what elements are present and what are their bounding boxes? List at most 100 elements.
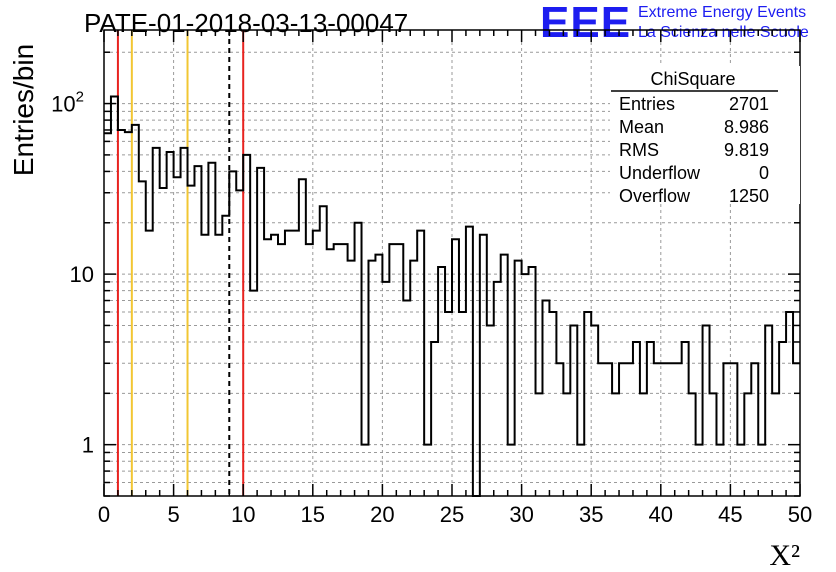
histogram-bin bbox=[480, 235, 487, 496]
x-tick-label: 35 bbox=[579, 502, 603, 527]
histogram-bin bbox=[229, 171, 236, 496]
histogram-bin bbox=[765, 325, 772, 496]
stats-box: ChiSquare Entries 2701 Mean 8.986 RMS 9.… bbox=[610, 66, 800, 206]
histogram-bin bbox=[271, 235, 278, 496]
histogram-bin bbox=[640, 393, 647, 496]
histogram-bin bbox=[619, 363, 626, 496]
histogram-bin bbox=[501, 255, 508, 496]
histogram-bin bbox=[264, 239, 271, 496]
stats-value-mean: 8.986 bbox=[724, 117, 769, 137]
x-tick-label: 30 bbox=[509, 502, 533, 527]
x-tick-label: 40 bbox=[649, 502, 673, 527]
histogram-bin bbox=[452, 239, 459, 496]
x-tick-label: 25 bbox=[440, 502, 464, 527]
histogram-bin bbox=[549, 312, 556, 496]
histogram-bin bbox=[522, 274, 529, 496]
histogram-bin bbox=[779, 342, 786, 496]
histogram-bin bbox=[445, 312, 452, 496]
histogram-bin bbox=[598, 363, 605, 496]
logo-line-2: La Scienza nelle Scuole bbox=[638, 24, 809, 41]
stats-label-overflow: Overflow bbox=[619, 186, 691, 206]
histogram-bin bbox=[243, 155, 250, 496]
histogram-bin bbox=[118, 130, 125, 496]
histogram-bin bbox=[104, 133, 111, 496]
histogram-bin bbox=[285, 231, 292, 496]
x-tick-label: 45 bbox=[718, 502, 742, 527]
histogram-bin bbox=[417, 231, 424, 496]
histogram-layer bbox=[104, 95, 800, 497]
histogram-bin bbox=[633, 342, 640, 496]
histogram-bin bbox=[459, 312, 466, 496]
stats-value-entries: 2701 bbox=[729, 94, 769, 114]
y-axis-label: Entries/bin bbox=[8, 44, 39, 176]
histogram-bin bbox=[160, 188, 167, 496]
histogram-bin bbox=[208, 163, 215, 496]
histogram-bin bbox=[174, 177, 181, 496]
x-tick-label: 10 bbox=[231, 502, 255, 527]
histogram-bin bbox=[194, 166, 201, 496]
histogram-bin bbox=[612, 393, 619, 496]
histogram-bin bbox=[723, 363, 730, 496]
histogram-bin bbox=[355, 223, 362, 496]
histogram-bin bbox=[153, 148, 160, 496]
stats-title: ChiSquare bbox=[650, 69, 735, 89]
histogram-line bbox=[104, 95, 800, 497]
stats-value-overflow: 1250 bbox=[729, 186, 769, 206]
histogram-bin bbox=[320, 206, 327, 496]
histogram-bin bbox=[570, 325, 577, 496]
histogram-bin bbox=[181, 148, 188, 496]
logo-line-1: Extreme Energy Events bbox=[638, 4, 807, 21]
y-tick-label: 1 bbox=[82, 433, 94, 458]
histogram-bin bbox=[306, 244, 313, 496]
histogram-bin bbox=[215, 235, 222, 496]
histogram-bin bbox=[257, 168, 264, 496]
histogram-bin bbox=[515, 261, 522, 496]
histogram-bin bbox=[299, 179, 306, 496]
eee-logo: EEE Extreme Energy Events La Scienza nel… bbox=[540, 0, 830, 48]
histogram-bin bbox=[758, 445, 765, 496]
histogram-bin bbox=[431, 342, 438, 496]
x-tick-label: 0 bbox=[98, 502, 110, 527]
histogram-bin bbox=[111, 97, 118, 496]
histogram-bin bbox=[292, 231, 299, 496]
y-tick-label: 10 bbox=[70, 262, 94, 287]
histogram-bin bbox=[132, 125, 139, 496]
histogram-bin bbox=[626, 363, 633, 496]
histogram-bin bbox=[675, 363, 682, 496]
histogram-bin bbox=[730, 363, 737, 496]
stats-label-entries: Entries bbox=[619, 94, 675, 114]
histogram-bin bbox=[188, 186, 195, 496]
stats-label-mean: Mean bbox=[619, 117, 664, 137]
histogram-bin bbox=[716, 445, 723, 496]
histogram-bin bbox=[654, 363, 661, 496]
histogram-bin bbox=[689, 393, 696, 496]
stats-label-rms: RMS bbox=[619, 140, 659, 160]
histogram-bin bbox=[201, 235, 208, 496]
histogram-bin bbox=[278, 244, 285, 496]
histogram-bin bbox=[696, 445, 703, 496]
histogram-bin bbox=[682, 342, 689, 496]
y-tick-label: 102 bbox=[51, 89, 84, 117]
histogram-bin bbox=[772, 393, 779, 496]
histogram-bin bbox=[146, 231, 153, 496]
histogram-bin bbox=[368, 261, 375, 496]
histogram-bin bbox=[647, 342, 654, 496]
histogram-bin bbox=[710, 393, 717, 496]
histogram-bin bbox=[313, 231, 320, 496]
x-tick-label: 5 bbox=[167, 502, 179, 527]
histogram-bin bbox=[222, 216, 229, 496]
histogram-bin bbox=[508, 445, 515, 496]
histogram-bin bbox=[410, 261, 417, 496]
histogram-bin bbox=[362, 445, 369, 496]
x-tick-label: 20 bbox=[370, 502, 394, 527]
histogram-bin bbox=[334, 244, 341, 496]
stats-label-underflow: Underflow bbox=[619, 163, 701, 183]
histogram-bin bbox=[556, 363, 563, 496]
logo-mark: EEE bbox=[540, 0, 632, 47]
histogram-bin bbox=[125, 132, 132, 496]
histogram-bin bbox=[793, 363, 800, 496]
histogram-bin bbox=[250, 291, 257, 496]
grid-layer bbox=[104, 30, 800, 496]
histogram-bin bbox=[542, 301, 549, 496]
